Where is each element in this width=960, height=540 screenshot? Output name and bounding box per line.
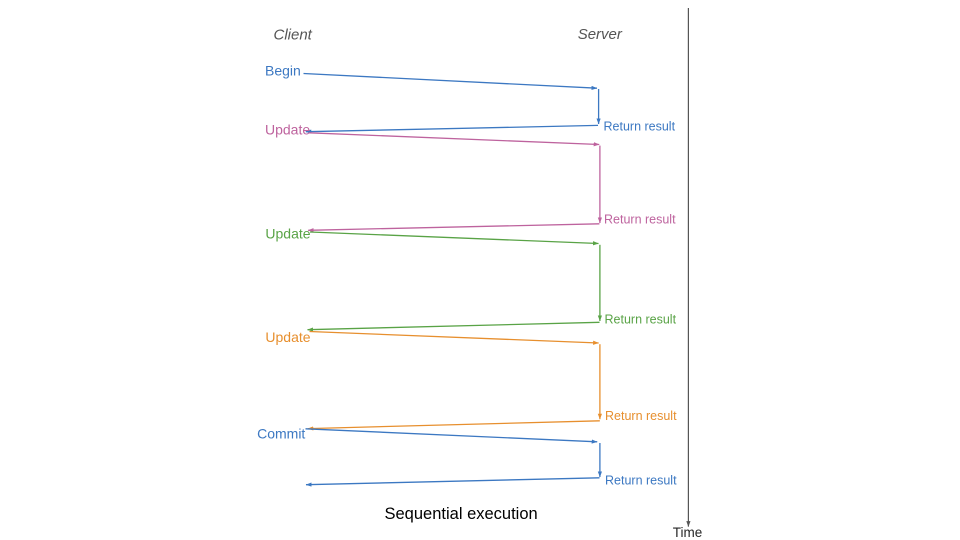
svg-text:Update: Update xyxy=(265,329,310,345)
svg-text:Return result: Return result xyxy=(605,409,677,423)
svg-text:Commit: Commit xyxy=(257,426,305,442)
svg-text:Sequential execution: Sequential execution xyxy=(385,505,538,523)
svg-text:Client: Client xyxy=(274,26,313,43)
svg-text:Update: Update xyxy=(265,122,310,138)
svg-text:Server: Server xyxy=(578,26,623,43)
svg-text:Return result: Return result xyxy=(604,120,676,134)
svg-text:Time: Time xyxy=(673,525,703,540)
svg-text:Return result: Return result xyxy=(605,473,677,487)
svg-text:Return result: Return result xyxy=(604,213,676,227)
svg-text:Update: Update xyxy=(265,225,310,241)
svg-text:Return result: Return result xyxy=(605,313,677,327)
svg-text:Begin: Begin xyxy=(265,63,301,79)
